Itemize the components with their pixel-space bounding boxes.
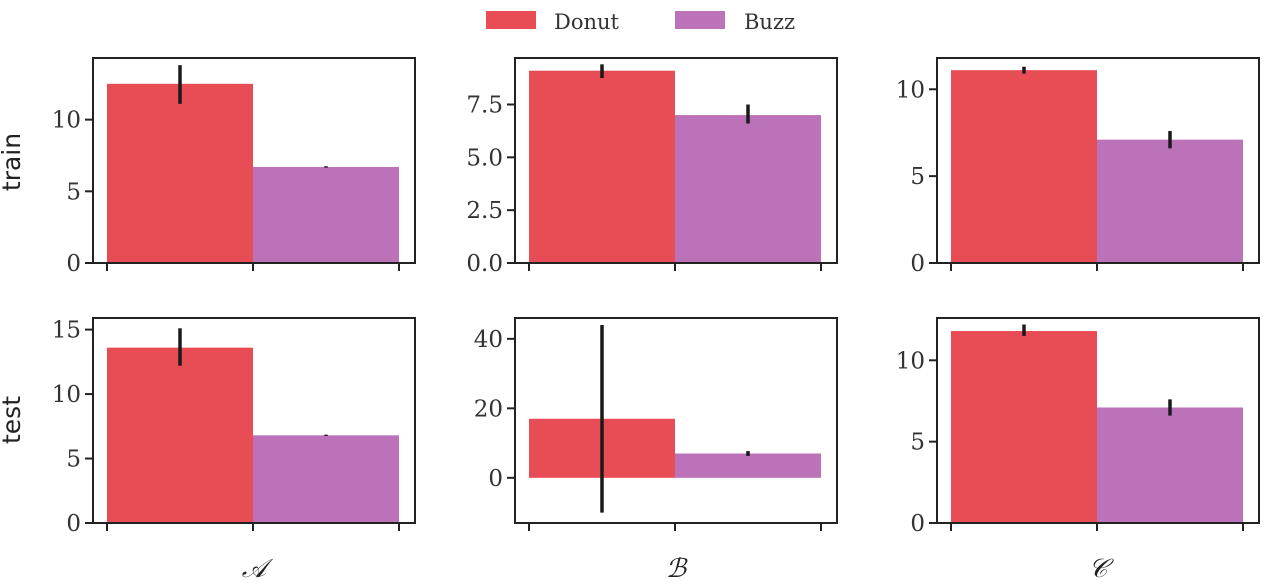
panel-train-2: 0.0 2.5 5.0 7.5 — [466, 57, 838, 277]
panel-test-3: 0 5 10 — [896, 317, 1260, 537]
y-tick-label: 0.0 — [466, 251, 503, 277]
y-tick-label: 0 — [910, 251, 925, 277]
bar-buzz — [675, 453, 821, 478]
y-tick-label: 10 — [52, 108, 81, 134]
bar-donut — [951, 70, 1097, 264]
bar-buzz — [253, 166, 399, 263]
col-label-a: 𝒜 — [242, 554, 274, 584]
legend-swatch-buzz — [675, 11, 725, 29]
legend-swatch-donut — [486, 11, 536, 29]
legend-label-buzz: Buzz — [744, 10, 795, 34]
y-tick-label: 5 — [66, 447, 81, 473]
y-tick-label: 20 — [474, 396, 503, 422]
y-tick-label: 0 — [910, 511, 925, 537]
y-tick-label: 0 — [66, 511, 81, 537]
legend-label-donut: Donut — [554, 10, 620, 34]
y-tick-label: 10 — [52, 382, 81, 408]
col-label-c: 𝒞 — [1089, 554, 1115, 584]
panel-train-1: 0 5 10 — [52, 57, 416, 277]
row-label-train: train — [0, 133, 26, 191]
y-tick-label: 5 — [910, 164, 925, 190]
y-tick-label: 40 — [474, 327, 503, 353]
y-tick-label: 10 — [896, 77, 925, 103]
bar-buzz — [1097, 407, 1243, 523]
col-label-b: ℬ — [666, 554, 688, 584]
y-tick-label: 0 — [66, 251, 81, 277]
y-tick-label: 10 — [896, 348, 925, 374]
y-tick-label: 5 — [910, 430, 925, 456]
legend: Donut Buzz — [486, 10, 795, 34]
bar-donut — [107, 347, 253, 523]
y-tick-label: 15 — [52, 318, 81, 344]
y-tick-label: 7.5 — [466, 92, 503, 118]
row-label-test: test — [0, 396, 26, 444]
y-tick-label: 5 — [66, 179, 81, 205]
bar-donut — [951, 331, 1097, 523]
y-tick-label: 0 — [488, 466, 503, 492]
bar-donut — [107, 83, 253, 263]
y-tick-label: 5.0 — [466, 145, 503, 171]
panel-train-3: 0 5 10 — [896, 57, 1260, 277]
bar-donut — [529, 70, 675, 263]
y-tick-label: 2.5 — [466, 198, 503, 224]
bar-buzz — [253, 435, 399, 523]
bar-buzz — [675, 115, 821, 263]
bar-buzz — [1097, 139, 1243, 263]
panel-test-1: 0 5 10 15 — [52, 317, 416, 537]
panel-test-2: 0 20 40 — [474, 317, 838, 531]
